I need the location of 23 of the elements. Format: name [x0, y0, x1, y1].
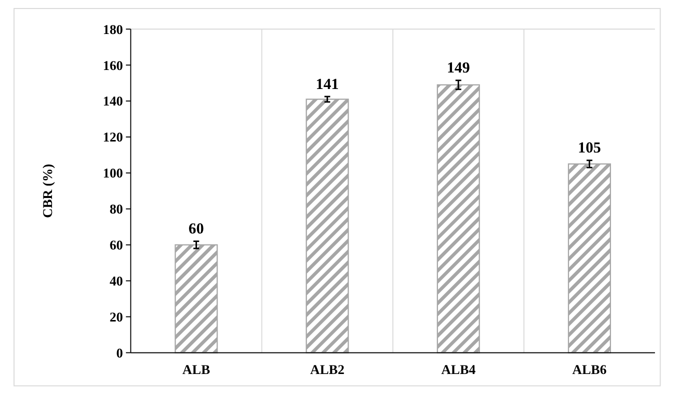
y-tick-label: 160: [102, 58, 124, 73]
bar: [436, 84, 480, 354]
y-tick-label: 140: [102, 94, 124, 109]
y-tick-label: 100: [102, 166, 124, 181]
y-tick-label: 180: [102, 22, 124, 37]
x-tick-label: ALB4: [441, 362, 476, 377]
bar: [306, 98, 349, 354]
bar: [174, 244, 218, 354]
bar: [568, 163, 611, 354]
data-label: 141: [316, 76, 339, 93]
data-label: 60: [188, 220, 204, 238]
x-tick-label: ALB: [182, 362, 210, 377]
y-axis-title: CBR (%): [40, 164, 55, 218]
y-tick-label: 0: [116, 345, 124, 360]
y-tick-label: 40: [110, 274, 124, 289]
y-tick-label: 60: [110, 238, 124, 253]
x-tick-label: ALB2: [310, 362, 345, 377]
x-tick-label: ALB6: [572, 362, 607, 377]
data-label: 149: [446, 60, 470, 77]
y-tick-label: 80: [110, 202, 124, 217]
y-tick-label: 20: [110, 309, 124, 324]
y-tick-label: 120: [102, 130, 124, 145]
data-label: 105: [578, 140, 602, 157]
